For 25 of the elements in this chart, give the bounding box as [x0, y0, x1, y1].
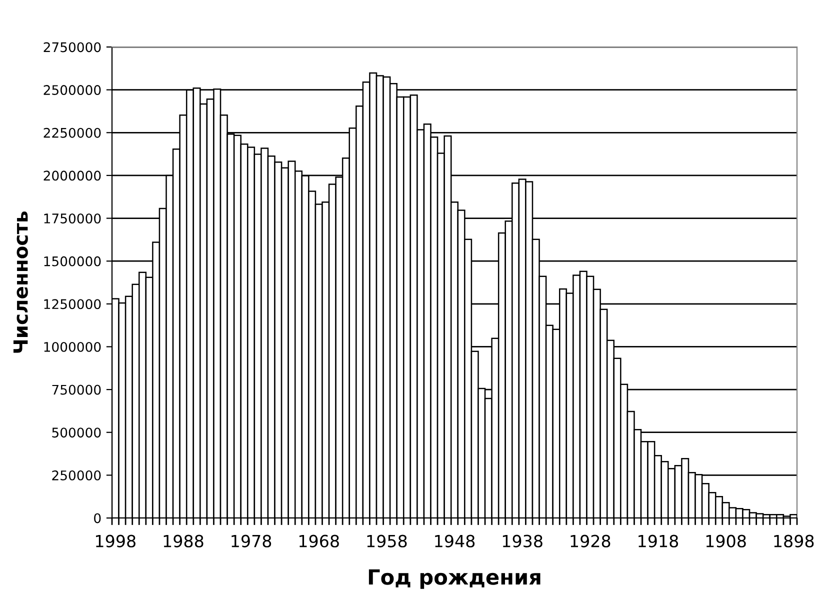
- y-tick-label: 1250000: [44, 299, 101, 310]
- x-tick-label: 1978: [232, 534, 272, 548]
- y-tick-label: 500000: [52, 428, 101, 438]
- x-tick-label: 1938: [502, 534, 542, 548]
- x-tick-label: 1928: [570, 534, 610, 548]
- x-tick-label: 1908: [706, 534, 746, 548]
- y-tick-label: 750000: [52, 384, 101, 395]
- y-tick-label: 2250000: [44, 128, 101, 138]
- x-axis-title: Год рождения: [368, 569, 540, 589]
- y-axis-title: Численность: [13, 212, 28, 353]
- y-tick-label: 2000000: [44, 170, 101, 181]
- y-tick-label: 2750000: [44, 42, 101, 52]
- y-tick-label: 250000: [52, 470, 101, 480]
- x-tick-label: 1988: [164, 534, 204, 548]
- y-tick-label: 1000000: [44, 342, 101, 352]
- y-tick-label: 1500000: [44, 256, 101, 266]
- x-tick-label: 1958: [367, 534, 407, 548]
- x-tick-label: 1948: [435, 534, 475, 548]
- x-tick-label: 1918: [638, 534, 678, 548]
- y-tick-label: 2500000: [44, 85, 101, 96]
- x-tick-label: 1898: [774, 534, 814, 548]
- y-tick-label: 0: [94, 513, 101, 524]
- y-tick-label: 1750000: [44, 213, 101, 224]
- x-tick-label: 1998: [96, 534, 136, 548]
- x-tick-label: 1968: [299, 534, 339, 548]
